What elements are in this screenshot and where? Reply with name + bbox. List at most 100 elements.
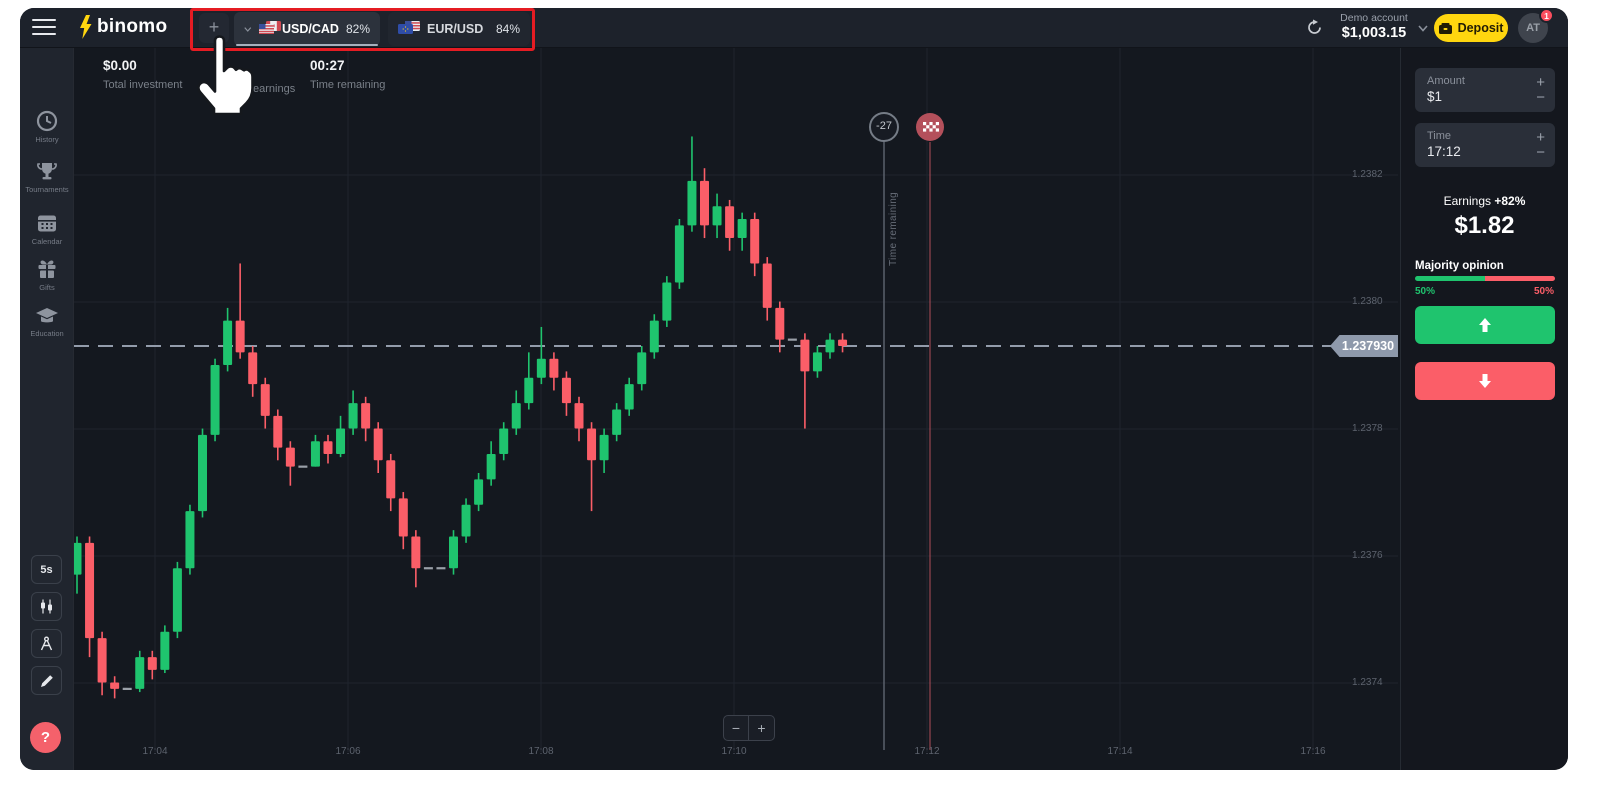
help-button[interactable]: ?: [30, 722, 61, 753]
time-minus-button[interactable]: −: [1536, 144, 1545, 161]
wallet-icon: [1438, 22, 1452, 34]
binomo-logo: binomo: [78, 15, 167, 39]
amount-plus-button[interactable]: +: [1536, 74, 1545, 91]
candlestick-icon: [41, 599, 52, 614]
time-remaining-value: 00:27: [310, 58, 345, 73]
amount-minus-button[interactable]: −: [1536, 89, 1545, 106]
account-switcher[interactable]: Demo account $1,003.15: [1332, 12, 1416, 41]
time-axis-label: 17:04: [142, 746, 168, 757]
pencil-icon: [40, 674, 53, 687]
us-flag-icon: [258, 24, 274, 34]
down-arrow-icon: [1479, 374, 1491, 388]
notification-badge: 1: [1539, 8, 1554, 23]
sidebar-item-label: History: [35, 135, 59, 144]
asset-payout: 82%: [345, 22, 370, 36]
earnings-label: earnings: [253, 83, 296, 95]
zoom-in-button[interactable]: +: [749, 715, 775, 741]
price-axis-label: 1.2382: [1352, 169, 1383, 180]
majority-opinion-label: Majority opinion: [1415, 260, 1504, 272]
price-axis-label: 1.2378: [1352, 423, 1383, 434]
majority-down-percent: 50%: [1533, 286, 1554, 297]
account-balance: $1,003.15: [1341, 25, 1407, 41]
price-axis-label: 1.2380: [1352, 296, 1383, 307]
up-arrow-icon: [1479, 318, 1491, 332]
left-sidebar: History Tournaments Calendar: [20, 48, 74, 770]
add-asset-button[interactable]: +: [199, 13, 229, 43]
avatar[interactable]: AT: [1518, 13, 1548, 43]
chevron-down-icon[interactable]: [1418, 25, 1428, 32]
sidebar-item-calendar[interactable]: Calendar: [20, 212, 74, 246]
price-axis-label: 1.2376: [1352, 550, 1383, 561]
trophy-icon: [37, 163, 57, 180]
chart-type-button[interactable]: [31, 592, 62, 621]
trade-panel: Amount $1 + − Time 17:12 + − Earnings +8…: [1400, 48, 1568, 770]
purchase-deadline-flag-icon: [916, 113, 944, 141]
candlestick-chart: [72, 48, 1398, 752]
compass-icon: [40, 636, 53, 651]
sidebar-item-label: Gifts: [39, 283, 55, 292]
deposit-button[interactable]: Deposit: [1434, 14, 1508, 42]
amount-value: $1: [1427, 89, 1443, 104]
price-axis-label: 1.2374: [1352, 677, 1383, 688]
time-remaining-stat: 00:27 Time remaining: [310, 58, 385, 91]
total-investment-value: $0.00: [103, 58, 137, 73]
sidebar-item-gifts[interactable]: Gifts: [20, 258, 74, 292]
eu-flag-icon: [398, 24, 413, 34]
chart-zoom-controls: − +: [723, 715, 775, 741]
sidebar-item-label: Calendar: [31, 237, 63, 246]
asset-pair-name: EUR/USD: [427, 22, 484, 36]
amount-field[interactable]: Amount $1 + −: [1415, 68, 1555, 112]
gift-icon: [38, 260, 56, 278]
sidebar-item-label: Tournaments: [25, 185, 69, 194]
majority-opinion-bar: [1415, 276, 1555, 281]
total-investment-stat: $0.00 Total investment: [103, 58, 182, 91]
menu-icon[interactable]: [32, 19, 56, 37]
asset-pair-name: USD/CAD: [282, 22, 339, 36]
earnings-label: Earnings: [1443, 194, 1491, 208]
sidebar-item-label: Education: [30, 329, 64, 338]
chevron-down-icon[interactable]: [244, 26, 252, 33]
drawing-tools-button[interactable]: [31, 666, 62, 695]
asset-payout: 84%: [495, 22, 520, 36]
refresh-icon[interactable]: [1306, 19, 1323, 36]
time-remaining-axis-label: Time remaining: [888, 191, 899, 266]
time-field[interactable]: Time 17:12 + −: [1415, 123, 1555, 167]
earnings-percent: +82%: [1494, 194, 1526, 208]
trade-down-button[interactable]: [1415, 362, 1555, 400]
calendar-icon: [38, 215, 56, 232]
total-investment-label: Total investment: [103, 79, 183, 91]
history-clock-icon: [36, 110, 58, 132]
current-price-tag: 1.237930: [1330, 335, 1398, 357]
indicators-button[interactable]: [31, 629, 62, 658]
time-axis-label: 17:12: [914, 746, 940, 757]
asset-tab-eurusd[interactable]: EUR/USD 84%: [388, 12, 530, 46]
time-axis-label: 17:06: [335, 746, 361, 757]
time-axis-label: 17:08: [528, 746, 554, 757]
sidebar-item-history[interactable]: History: [20, 110, 74, 144]
majority-up-percent: 50%: [1415, 286, 1436, 297]
trade-up-button[interactable]: [1415, 306, 1555, 344]
asset-tab-usdcad[interactable]: USD/CAD 82%: [234, 12, 380, 46]
zoom-out-button[interactable]: −: [723, 715, 749, 741]
deposit-label: Deposit: [1457, 21, 1504, 35]
sidebar-item-education[interactable]: Education: [20, 306, 74, 338]
account-type: Demo account: [1340, 12, 1408, 24]
time-axis-label: 17:14: [1107, 746, 1133, 757]
expected-earnings-stat: earnings: [253, 58, 295, 95]
time-plus-button[interactable]: +: [1536, 129, 1545, 146]
sidebar-item-tournaments[interactable]: Tournaments: [20, 160, 74, 194]
graduation-cap-icon: [36, 308, 58, 323]
earnings-value: $1.82: [1454, 212, 1515, 239]
timeframe-button[interactable]: 5s: [31, 555, 62, 584]
earnings-summary: Earnings +82%: [1401, 194, 1568, 208]
lightning-bolt-icon: [80, 15, 92, 39]
countdown-circle-icon: [869, 112, 899, 142]
time-remaining-label: Time remaining: [310, 79, 386, 91]
amount-label: Amount: [1427, 75, 1465, 87]
usdcad-flags-icon: [258, 21, 281, 35]
time-axis-label: 17:10: [721, 746, 747, 757]
countdown-seconds: -27: [876, 120, 892, 132]
logo-text: binomo: [97, 16, 168, 37]
time-value: 17:12: [1427, 144, 1461, 159]
trading-app-window: 1.2382 1.2380 1.2378 1.2376 1.2374 17:04…: [20, 8, 1568, 770]
